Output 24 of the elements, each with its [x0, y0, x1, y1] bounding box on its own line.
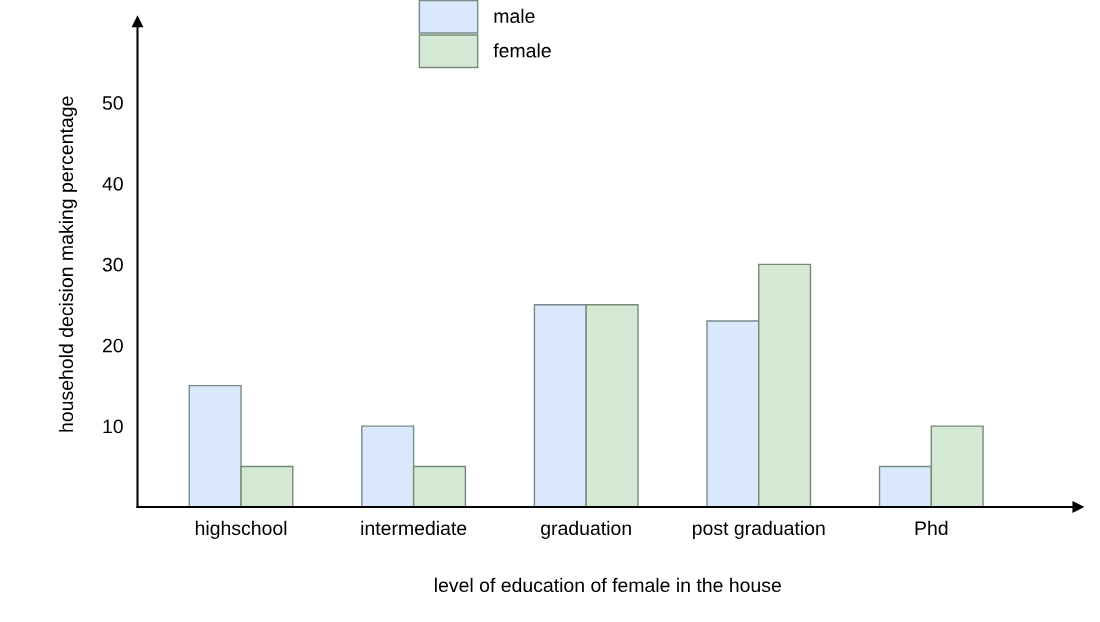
legend-label: male: [494, 8, 535, 24]
y-axis-title: household decision making percentage: [58, 96, 77, 432]
bar: [706, 320, 760, 507]
y-tick-label: 20: [102, 338, 123, 353]
x-tick-label: graduation: [541, 520, 631, 539]
y-tick-label: 10: [103, 419, 123, 434]
bar: [758, 263, 812, 507]
bar: [188, 384, 242, 507]
bar: [533, 304, 587, 507]
bar: [412, 465, 467, 507]
bar: [930, 425, 984, 507]
x-tick-label: post graduation: [692, 520, 825, 539]
bar: [361, 425, 415, 507]
y-tick-label: 50: [102, 96, 123, 110]
bar: [878, 465, 933, 507]
bar: [240, 465, 294, 507]
y-tick-label: 40: [102, 176, 123, 191]
x-tick-label: Phd: [915, 520, 948, 536]
x-tick-label: highschool: [195, 520, 287, 539]
bar: [585, 304, 639, 507]
legend-label: female: [493, 43, 551, 58]
y-tick-label: 30: [102, 257, 123, 272]
x-tick-label: intermediate: [361, 520, 467, 536]
x-axis-title: level of education of female in the house: [435, 577, 781, 593]
